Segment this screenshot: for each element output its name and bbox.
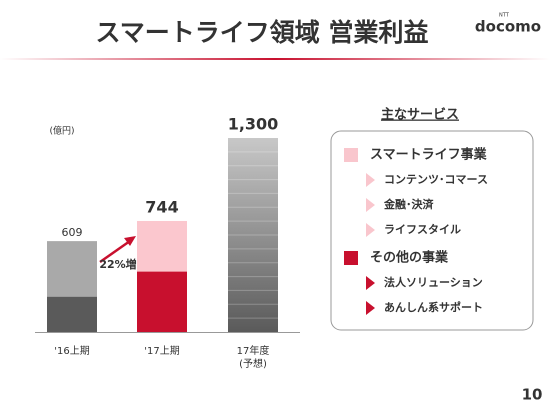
legend-bullet xyxy=(366,276,375,290)
legend-title: 主なサービス xyxy=(381,107,459,123)
title-rule xyxy=(0,58,550,60)
legend-item: 法人ソリューション xyxy=(384,275,483,289)
legend-bullet xyxy=(366,198,375,212)
logo-sup: NTT xyxy=(499,13,510,19)
legend-bullet xyxy=(366,301,375,315)
page-number: 10 xyxy=(522,386,543,404)
title: スマートライフ領域 営業利益 xyxy=(96,18,429,47)
annotation: 22%増 xyxy=(99,257,136,271)
value-label: 609 xyxy=(62,226,83,239)
legend-item: あんしん系サポート xyxy=(384,300,483,314)
legend-bullet xyxy=(366,173,375,187)
x-tick-label: 17年度(予想) xyxy=(237,344,270,370)
legend-swatch xyxy=(344,148,358,162)
legend-bullet xyxy=(366,223,375,237)
logo: docomo xyxy=(475,18,541,36)
x-tick-label: '16上期 xyxy=(54,345,89,357)
value-label: 744 xyxy=(145,197,178,216)
bar-segment xyxy=(137,271,187,332)
unit-label: (億円) xyxy=(49,125,74,137)
growth-arrow xyxy=(99,239,131,264)
legend-item: コンテンツ･コマース xyxy=(384,173,488,186)
legend-label: その他の事業 xyxy=(370,250,449,266)
legend-item: 金融･決済 xyxy=(383,197,434,211)
legend-label: スマートライフ事業 xyxy=(370,147,488,163)
bar-segment xyxy=(47,296,97,332)
bar-segment xyxy=(137,220,187,272)
bar-segment xyxy=(47,241,97,297)
x-tick-label: '17上期 xyxy=(144,345,179,357)
legend-swatch xyxy=(344,251,358,265)
bar xyxy=(228,138,278,332)
legend-item: ライフスタイル xyxy=(384,223,461,236)
legend-box xyxy=(330,130,534,331)
arrow-head xyxy=(124,236,136,246)
value-label: 1,300 xyxy=(228,115,279,134)
